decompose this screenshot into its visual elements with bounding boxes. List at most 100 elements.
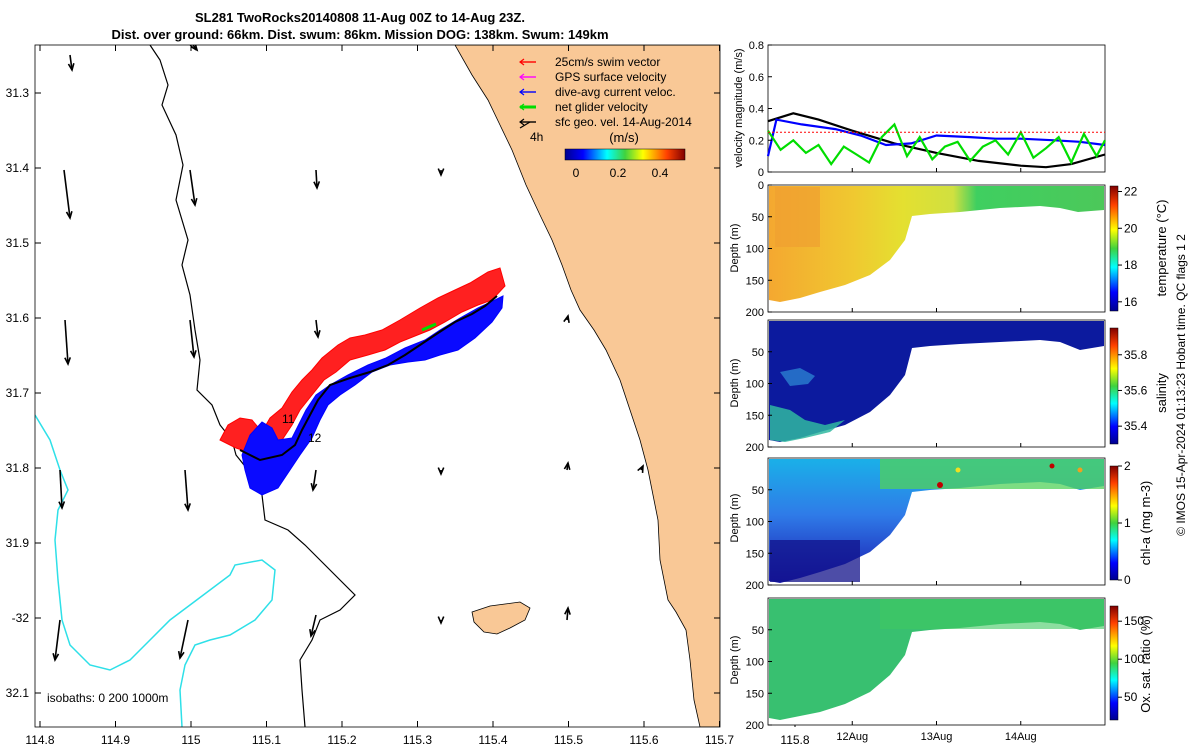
geo-velocity-arrow bbox=[310, 614, 317, 637]
legend-label: 25cm/s swim vector bbox=[555, 55, 660, 69]
geo-velocity-arrow bbox=[64, 319, 69, 365]
map-ytick-label: 31.3 bbox=[6, 86, 30, 100]
colorbar-tick-label: 150 bbox=[1124, 614, 1144, 628]
salinity-colorbar bbox=[1109, 327, 1119, 445]
net-glider-velocity bbox=[421, 322, 437, 332]
geo-velocity-arrowhead bbox=[437, 616, 445, 626]
salinity-section bbox=[769, 321, 1104, 442]
chla-ylabel: Depth (m) bbox=[729, 494, 741, 543]
chla-cblabel: chl-a (mg m-3) bbox=[1138, 481, 1153, 566]
map-ytick-label: 31.8 bbox=[6, 461, 30, 475]
geo-velocity-arrowhead bbox=[190, 45, 199, 52]
track-label-12: 12 bbox=[308, 431, 322, 445]
colorbar-tick-label: 18 bbox=[1124, 258, 1138, 272]
temperature-ylabel: Depth (m) bbox=[729, 224, 741, 273]
legend-swatch-head bbox=[519, 88, 525, 96]
depth-tick-label: 150 bbox=[746, 275, 764, 287]
glider-track bbox=[239, 295, 498, 462]
map-ytick-label: 31.5 bbox=[6, 236, 30, 250]
legend-swatch-head bbox=[519, 118, 525, 126]
geo-velocity-arrowhead bbox=[64, 357, 72, 367]
depth-tick-label: 100 bbox=[746, 517, 764, 529]
colorbar-tick-label: 35.6 bbox=[1124, 383, 1148, 397]
geo-velocity-arrow bbox=[315, 319, 319, 338]
map-xtick-label: 115.1 bbox=[252, 733, 281, 747]
colorbar-tick-label: 50 bbox=[1124, 690, 1138, 704]
colorbar-tick-label: 0 bbox=[1124, 573, 1131, 587]
oxygen-colorbar bbox=[1109, 605, 1119, 721]
oxygen-cblabel: Ox. sat. ratio (%) bbox=[1138, 615, 1153, 713]
legend-label: net glider velocity bbox=[555, 100, 648, 114]
colorbar-tick-label: 1 bbox=[1124, 516, 1131, 530]
chla-deep-patch bbox=[770, 540, 860, 582]
velocity-ytick-label: 0.2 bbox=[749, 135, 764, 147]
isobaths-label: isobaths: 0 200 1000m bbox=[47, 691, 168, 705]
map-xtick-label: 115.2 bbox=[327, 733, 356, 747]
salinity-mid-patch bbox=[780, 368, 815, 386]
chla-high-point bbox=[955, 467, 961, 473]
temperature-panel: Depth (m) temperature (°C) bbox=[729, 184, 1169, 313]
time-tick-label: 13Aug bbox=[921, 731, 953, 743]
map-xtick-label: 115.6 bbox=[629, 733, 658, 747]
title-line-1: SL281 TwoRocks20140808 11-Aug 00Z to 14-… bbox=[195, 10, 525, 25]
salinity-panel: Depth (m) salinity bbox=[729, 319, 1169, 448]
depth-tick-label: 200 bbox=[746, 580, 764, 592]
chla-high-point bbox=[1077, 467, 1083, 473]
colorbar-title: (m/s) bbox=[609, 130, 639, 145]
colorbar-tick-1: 0.2 bbox=[610, 166, 627, 180]
velocity-ytick-label: 0 bbox=[758, 167, 764, 179]
geo-velocity-arrowhead bbox=[65, 211, 73, 221]
geo-velocity-arrow bbox=[189, 169, 196, 206]
map-ytick-label: 32.1 bbox=[6, 686, 30, 700]
geo-velocity-arrowhead bbox=[637, 464, 644, 474]
map-ytick-label: 31.6 bbox=[6, 311, 30, 325]
depth-tick-label: 50 bbox=[752, 485, 764, 497]
temperature-warm-patch bbox=[775, 187, 820, 247]
velocity-ytick-label: 0.8 bbox=[749, 40, 764, 52]
geo-velocity-arrow bbox=[179, 619, 189, 659]
depth-tick-label: 100 bbox=[746, 379, 764, 391]
velocity-panel: 0 0.2 0.4 0.6 0.8 velocity magnitude (m/s) bbox=[733, 40, 1106, 179]
geo-velocity-arrowhead bbox=[313, 330, 321, 340]
geo-velocity-arrowhead bbox=[437, 168, 445, 178]
geo-velocity-arrow bbox=[59, 469, 63, 509]
colorbar-tick-label: 22 bbox=[1124, 185, 1138, 199]
geo-velocity-arrowhead bbox=[310, 483, 318, 493]
geo-velocity-arrows bbox=[52, 45, 644, 663]
geo-velocity-arrow bbox=[54, 619, 61, 661]
geo-velocity-arrow bbox=[189, 319, 195, 358]
depth-tick-label: 50 bbox=[752, 347, 764, 359]
oxygen-ylabel: Depth (m) bbox=[729, 636, 741, 685]
swim-vectors bbox=[219, 267, 506, 459]
depth-tick-label: 50 bbox=[752, 625, 764, 637]
track-label-11: 11 bbox=[282, 412, 295, 426]
map-xtick-label: 115.4 bbox=[478, 733, 507, 747]
map-xtick-label: 115.3 bbox=[403, 733, 432, 747]
map-xtick-label: 115.5 bbox=[554, 733, 583, 747]
depth-tick-label: 200 bbox=[746, 307, 764, 319]
salinity-cblabel: salinity bbox=[1154, 373, 1169, 413]
geo-velocity-arrowhead bbox=[563, 460, 571, 470]
title-line-2: Dist. over ground: 66km. Dist. swum: 86k… bbox=[111, 27, 609, 42]
land-coastline bbox=[454, 45, 720, 727]
velocity-ytick-label: 0.4 bbox=[749, 104, 764, 116]
geo-velocity-arrow bbox=[69, 54, 73, 71]
island bbox=[471, 601, 531, 635]
colorbar-tick-0: 0 bbox=[573, 166, 580, 180]
geo-velocity-arrowhead bbox=[309, 628, 316, 638]
depth-tick-label: 0 bbox=[758, 180, 764, 192]
geo-velocity-arrowhead bbox=[190, 198, 198, 208]
depth-tick-label: 200 bbox=[746, 720, 764, 732]
geo-velocity-arrowhead bbox=[52, 653, 60, 663]
map-ytick-label: 31.9 bbox=[6, 536, 30, 550]
geo-velocity-arrowhead bbox=[177, 650, 185, 661]
velocity-ylabel: velocity magnitude (m/s) bbox=[733, 48, 745, 167]
temperature-colorbar bbox=[1109, 185, 1119, 312]
velocity-ticks: 0 0.2 0.4 0.6 0.8 bbox=[749, 40, 772, 179]
map-ytick-label: 31.4 bbox=[6, 161, 30, 175]
map-xtick-label: 115 bbox=[181, 733, 200, 747]
panel-ticks: 050100150200161820225010015020035.435.63… bbox=[746, 168, 1148, 743]
depth-tick-label: 100 bbox=[746, 244, 764, 256]
